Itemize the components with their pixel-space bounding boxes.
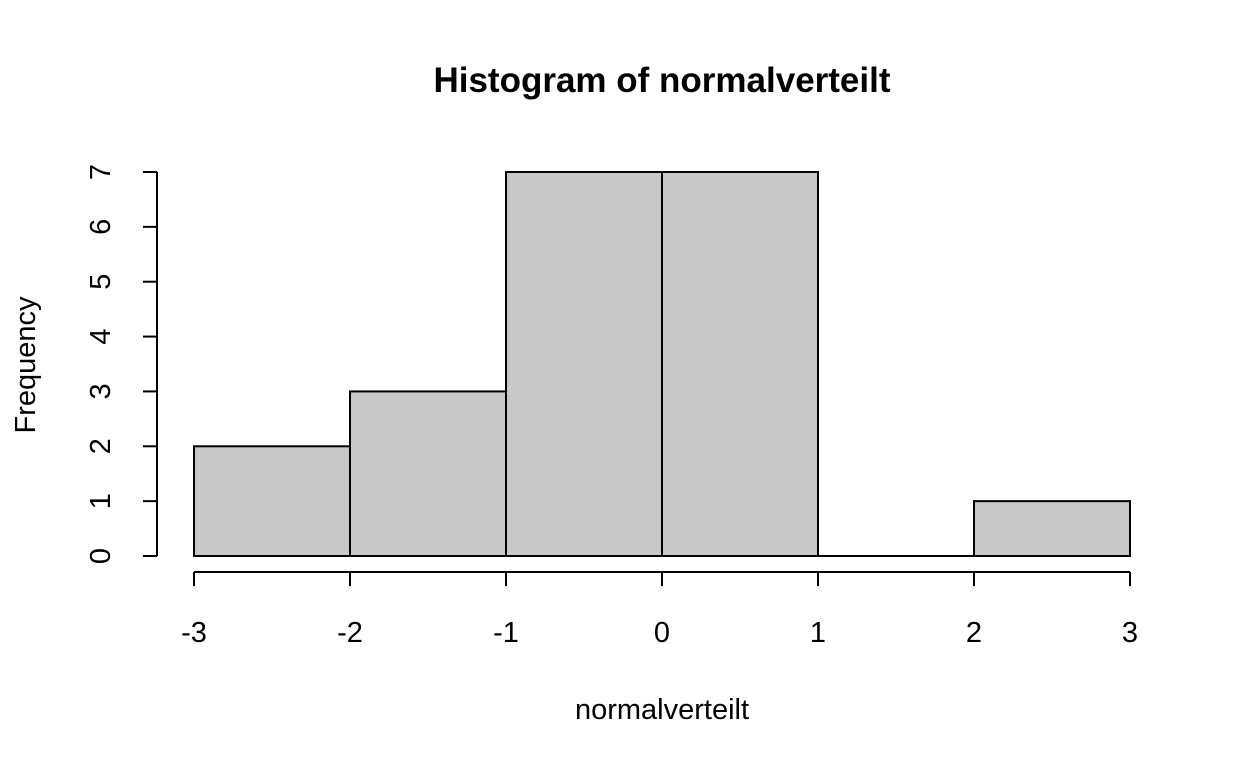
- y-tick-label-3: 3: [85, 383, 117, 399]
- y-axis: 0 1 2 3 4 5 6 7: [85, 164, 158, 564]
- x-tick-label-3: 0: [654, 617, 670, 649]
- y-axis-label: Frequency: [10, 296, 42, 434]
- histogram-bar-1: [349, 390, 507, 557]
- chart-title: Histogram of normalverteilt: [433, 61, 890, 100]
- x-tick-label-0: -3: [181, 617, 207, 649]
- y-tick-label-0: 0: [85, 548, 117, 564]
- y-tick-label-2: 2: [85, 438, 117, 454]
- y-tick-label-6: 6: [85, 219, 117, 235]
- x-tick-label-2: -1: [493, 617, 519, 649]
- histogram-bar-0: [193, 445, 351, 557]
- y-tick-label-4: 4: [85, 329, 117, 345]
- x-tick-label-5: 2: [966, 617, 982, 649]
- x-axis-label: normalverteilt: [575, 694, 749, 726]
- histogram-bar-2: [505, 171, 663, 557]
- x-axis: -3 -2 -1 0 1 2 3: [181, 571, 1138, 649]
- y-tick-label-1: 1: [85, 493, 117, 509]
- x-tick-label-6: 3: [1122, 617, 1138, 649]
- histogram-bar-5: [973, 500, 1131, 557]
- x-tick-label-4: 1: [810, 617, 826, 649]
- y-tick-label-7: 7: [85, 164, 117, 180]
- histogram-bar-3: [661, 171, 819, 557]
- bars-layer: [193, 171, 1131, 557]
- x-tick-label-1: -2: [337, 617, 363, 649]
- y-tick-label-5: 5: [85, 274, 117, 290]
